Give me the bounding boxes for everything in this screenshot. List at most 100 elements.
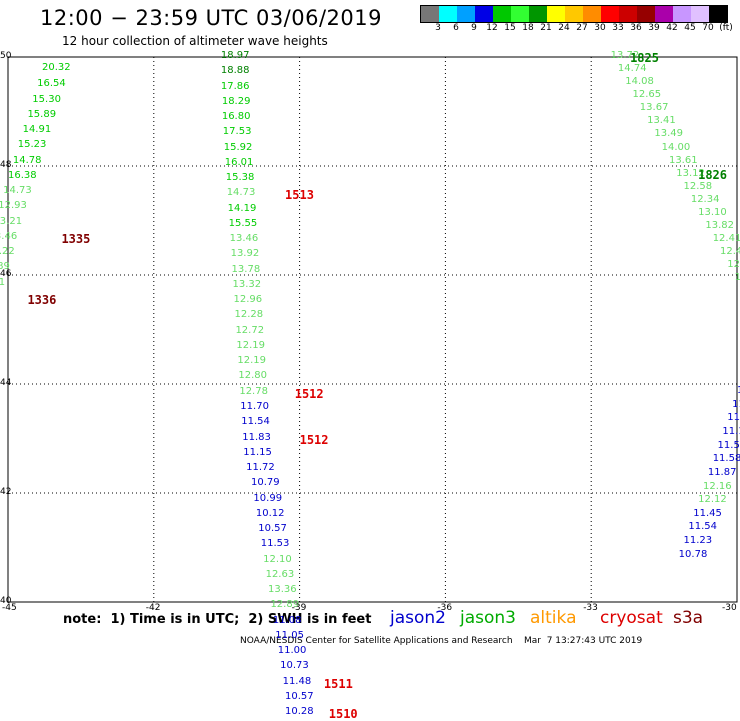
wave-height-value: 13.01 [0,278,5,288]
wave-height-value: 11.54 [688,522,717,532]
wave-height-value: 14.19 [228,204,257,214]
wave-height-value: 13.49 [654,129,683,139]
wave-height-value: 13.21 [0,217,22,227]
legend-cryosat: cryosat [600,608,663,628]
legend-altika: altika [530,608,577,628]
wave-height-value: 12.93 [0,201,27,211]
pass-time-label: 1826 [698,168,727,182]
wave-height-value: 11.72 [246,463,275,473]
wave-height-value: 12.65 [633,90,662,100]
wave-height-value: 15.92 [224,143,253,153]
pass-time-label: 1825 [630,51,659,65]
wave-height-value: 15.30 [32,95,61,105]
wave-height-value: 13.67 [640,103,669,113]
wave-height-value: 11.50 [718,441,740,451]
wave-height-value: 13.82 [705,221,734,231]
wave-height-value: 13.46 [0,232,17,242]
pass-time-label: 1513 [285,188,314,202]
wave-height-value: 15.38 [226,173,255,183]
pass-time-label: 1510 [329,707,358,721]
wave-height-value: 10.99 [253,494,282,504]
wave-height-value: 14.73 [3,186,32,196]
x-axis-label: -45 [2,603,17,613]
pass-time-label: 1336 [27,293,56,307]
wave-height-value: 15.89 [27,110,56,120]
wave-height-value: 13.71 [735,273,740,283]
x-axis-label: -36 [437,603,452,613]
y-axis-label: 46 [0,269,11,279]
wave-height-value: 12.12 [698,495,727,505]
wave-height-value: 14.74 [618,64,647,74]
wave-height-value: 11.10 [722,427,740,437]
wave-height-value: 10.57 [285,692,314,702]
wave-height-value: 10.79 [251,478,280,488]
x-axis-label: -42 [146,603,161,613]
wave-height-value: 15.23 [18,140,47,150]
wave-height-value: 12.28 [234,310,263,320]
wave-height-value: 11.42 [727,413,740,423]
x-axis-label: -39 [292,603,307,613]
wave-height-value: 18.29 [222,97,251,107]
wave-height-value: 16.54 [37,79,66,89]
wave-height-value: 11.23 [684,536,713,546]
wave-height-value: 11.48 [283,677,312,687]
wave-height-value: 12.44 [720,247,740,257]
y-axis-label: 50 [0,51,11,61]
wave-height-value: 12.16 [703,482,732,492]
wave-height-value: 20.32 [42,63,71,73]
wave-height-value: 16.01 [225,158,254,168]
wave-height-value: 13.41 [647,116,676,126]
wave-height-value: 14.91 [23,125,52,135]
wave-height-value: 14.00 [662,143,691,153]
wave-height-value: 11.58 [713,454,740,464]
wave-height-value: 11.15 [243,448,272,458]
y-axis-label: 42 [0,487,11,497]
wave-height-value: 13.92 [231,249,260,259]
wave-height-value: 16.38 [8,171,37,181]
wave-height-value: 12.78 [239,387,268,397]
wave-height-value: 11.45 [693,509,722,519]
map-frame [8,57,737,602]
wave-height-value: 13.32 [233,280,262,290]
wave-height-value: 10.73 [280,661,309,671]
pass-time-label: 1511 [324,677,353,691]
wave-height-value: 12.63 [266,570,295,580]
footnote: note: 1) Time is in UTC; 2) SWH is in fe… [63,612,371,627]
wave-height-value: 10.12 [256,509,285,519]
wave-height-value: 12.26 [727,260,740,270]
wave-height-value: 10.78 [679,550,708,560]
wave-height-value: 18.97 [221,51,250,61]
x-axis-label: -30 [722,603,737,613]
wave-height-value: 11.83 [242,433,271,443]
wave-height-value: 10.57 [258,524,287,534]
legend-s3a: s3a [673,608,703,628]
pass-time-label: 1335 [61,232,90,246]
wave-height-value: 14.78 [13,156,42,166]
pass-time-label: 1512 [295,387,324,401]
wave-height-value: 18.88 [221,66,250,76]
wave-height-value: 13.36 [268,585,297,595]
wave-height-value: 10.28 [285,707,314,717]
wave-height-value: 11.08 [273,616,302,626]
wave-height-value: 14.73 [227,188,256,198]
wave-height-value: 11.05 [275,631,304,641]
wave-height-value: 17.53 [223,127,252,137]
wave-height-value: 12.80 [238,371,267,381]
wave-height-value: 12.41 [713,234,740,244]
wave-height-value: 13.61 [669,156,698,166]
wave-height-value: 12.34 [691,195,720,205]
wave-height-value: 13.22 [0,247,15,257]
wave-height-value: 13.46 [230,234,259,244]
legend-jason3: jason3 [460,608,516,628]
wave-height-value: 12.19 [236,341,265,351]
wave-height-value: 11.70 [240,402,269,412]
wave-height-value: 11.00 [278,646,307,656]
wave-height-value: 17.86 [221,82,250,92]
wave-height-value: 12.10 [263,555,292,565]
wave-height-value: 12.58 [684,182,713,192]
wave-height-value: 13.10 [698,208,727,218]
wave-height-value: 11.53 [261,539,290,549]
wave-height-value: 15.55 [229,219,258,229]
wave-height-value: 13.78 [232,265,261,275]
wave-height-value: 14.08 [625,77,654,87]
